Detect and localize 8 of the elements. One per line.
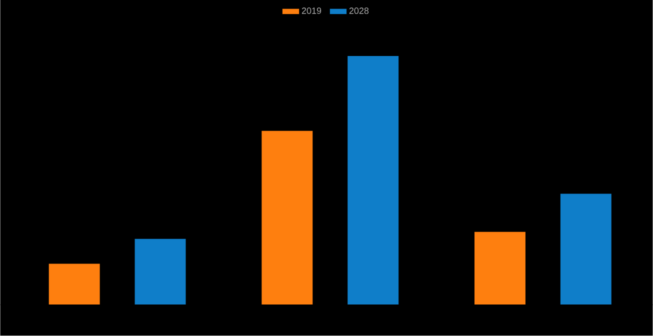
bar xyxy=(348,56,399,305)
legend-label: 2028 xyxy=(349,8,369,14)
bar xyxy=(134,238,186,305)
bar xyxy=(474,232,526,305)
legend-label: 2019 xyxy=(302,8,322,14)
bar xyxy=(48,264,100,305)
bar xyxy=(262,130,313,305)
bar xyxy=(560,194,612,305)
